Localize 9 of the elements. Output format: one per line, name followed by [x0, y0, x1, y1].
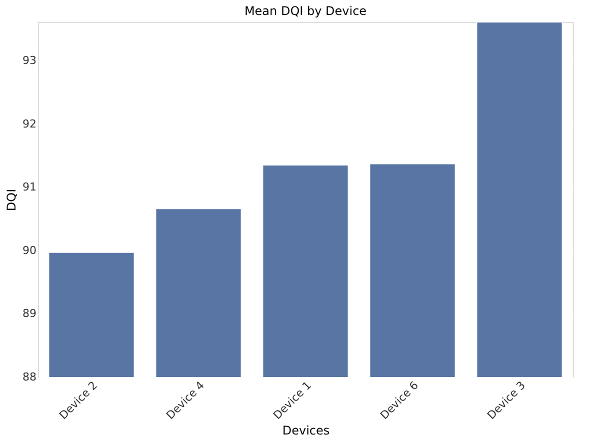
y-tick-label: 93 [22, 54, 36, 68]
y-tick-label: 89 [22, 307, 36, 320]
y-tick-label: 88 [22, 370, 36, 384]
y-axis-title: DQI [4, 188, 19, 212]
chart-title: Mean DQI by Device [244, 4, 367, 18]
x-axis-title: Devices [282, 423, 330, 438]
y-tick-label: 90 [22, 244, 36, 257]
y-tick-label: 92 [22, 117, 36, 130]
y-tick-label: 91 [22, 180, 36, 194]
